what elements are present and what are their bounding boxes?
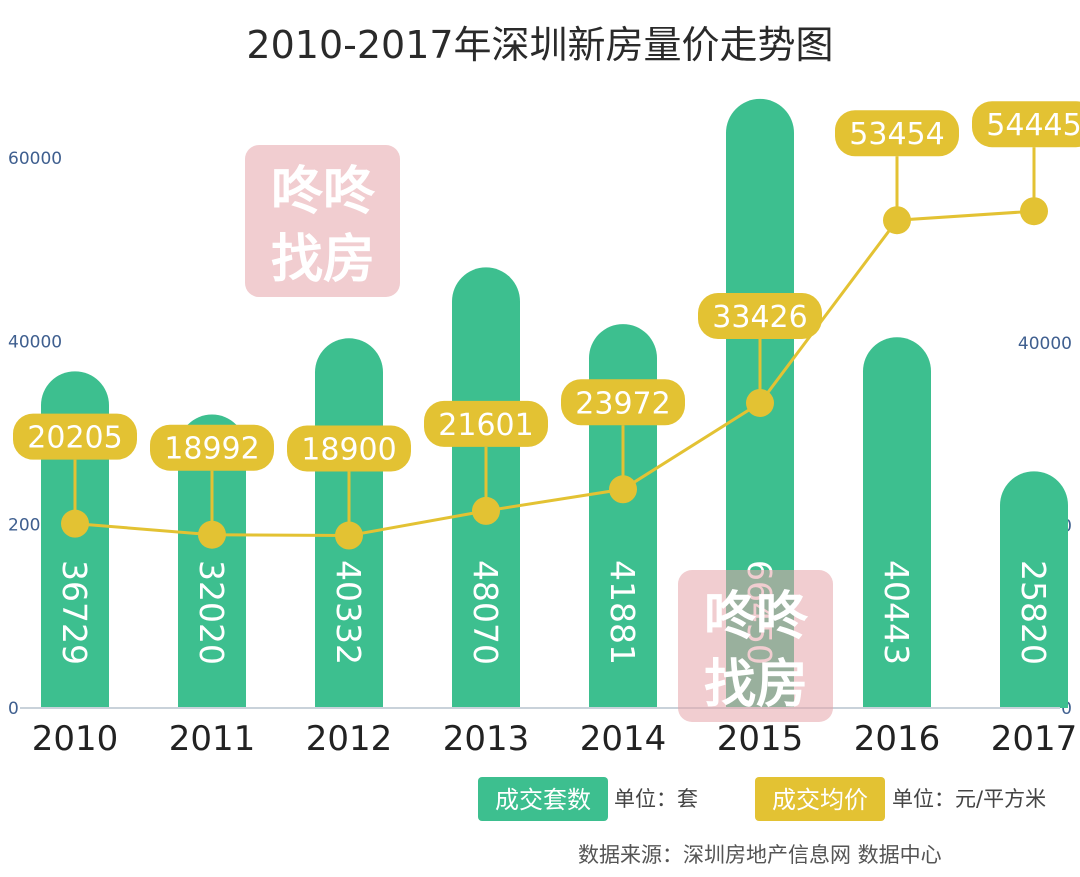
price-line xyxy=(74,209,1035,538)
bar-value-label-2012: 40332 xyxy=(329,560,368,665)
watermark-line2-2: 找房 xyxy=(704,655,808,715)
bar-value-label-2014: 41881 xyxy=(603,560,642,665)
legend-price-label: 成交均价 xyxy=(772,786,868,814)
bar-value-label-2016: 40443 xyxy=(877,560,916,665)
price-value-label-2016: 53454 xyxy=(849,117,944,152)
price-point-2010 xyxy=(61,509,89,538)
left-axis-tick-0: 0 xyxy=(8,699,19,719)
watermark-line1-1: 咚咚 xyxy=(271,162,376,222)
watermark-box-2 xyxy=(678,570,833,722)
legend: 成交套数 单位：套 成交均价 单位：元/平方米 xyxy=(478,777,1046,821)
price-callout-box-2015 xyxy=(698,292,822,339)
bar-value-label-2011: 32020 xyxy=(192,560,231,665)
price-callout-box-2011 xyxy=(150,424,274,471)
right-axis-tick-40000: 40000 xyxy=(1018,334,1072,354)
price-value-label-2014: 23972 xyxy=(575,386,670,421)
legend-swatch-price xyxy=(755,777,885,821)
price-point-2015 xyxy=(746,388,774,417)
bar-value-label-2010: 36729 xyxy=(55,560,94,665)
legend-price-unit: 单位：元/平方米 xyxy=(892,787,1046,811)
watermark-line1-2: 咚咚 xyxy=(704,587,809,647)
price-callout-box-2013 xyxy=(424,400,548,447)
price-point-2013 xyxy=(472,496,500,525)
x-tick-2014: 2014 xyxy=(580,719,667,759)
price-callout-box-2014 xyxy=(561,379,685,426)
price-point-2014 xyxy=(609,475,637,504)
price-callout-box-2010 xyxy=(13,413,137,460)
left-axis-tick-40000: 40000 xyxy=(8,332,62,352)
bar-2017 xyxy=(1000,471,1068,708)
price-point-2011 xyxy=(198,520,226,549)
legend-count-label: 成交套数 xyxy=(495,786,591,814)
price-callout-box-2017 xyxy=(972,101,1080,148)
x-tick-2016: 2016 xyxy=(854,719,941,759)
legend-swatch-count xyxy=(478,777,608,821)
bar-series: 3672932020403324807041881664504044325820 xyxy=(41,98,1068,708)
price-callout-box-2012 xyxy=(287,425,411,472)
bar-2011 xyxy=(178,414,246,708)
price-value-label-2010: 20205 xyxy=(27,421,122,456)
price-value-label-2017: 54445 xyxy=(986,108,1080,143)
chart-title: 2010-2017年深圳新房量价走势图 xyxy=(246,23,833,67)
price-line-series: 20205 18992 18900 21601 23972 33426 53454 54445 xyxy=(13,101,1080,550)
legend-count-unit: 单位：套 xyxy=(614,787,698,811)
x-tick-2012: 2012 xyxy=(306,719,393,759)
data-source: 数据来源：深圳房地产信息网 数据中心 xyxy=(578,843,942,867)
watermark-line2-1: 找房 xyxy=(271,230,375,290)
price-value-label-2011: 18992 xyxy=(164,432,259,467)
right-axis-tick-0: 0 xyxy=(1061,699,1072,719)
bar-2016 xyxy=(863,337,931,708)
price-point-2016 xyxy=(883,206,911,235)
price-callout-box-2016 xyxy=(835,110,959,157)
x-tick-2015: 2015 xyxy=(717,719,804,759)
price-value-label-2015: 33426 xyxy=(712,300,807,335)
price-point-2012 xyxy=(335,521,363,550)
left-axis-tick-60000: 60000 xyxy=(8,149,62,169)
bar-value-label-2017: 25820 xyxy=(1014,560,1053,665)
x-axis-labels: 2010 2011 2012 2013 2014 2015 2016 2017 xyxy=(32,719,1078,759)
watermark-box-1 xyxy=(245,145,400,297)
x-tick-2017: 2017 xyxy=(991,719,1078,759)
price-value-label-2012: 18900 xyxy=(301,433,396,468)
x-tick-2013: 2013 xyxy=(443,719,530,759)
price-point-2017 xyxy=(1020,197,1048,226)
bar-value-label-2013: 48070 xyxy=(466,560,505,665)
price-value-label-2013: 21601 xyxy=(438,408,533,443)
x-tick-2011: 2011 xyxy=(169,719,256,759)
x-tick-2010: 2010 xyxy=(32,719,119,759)
